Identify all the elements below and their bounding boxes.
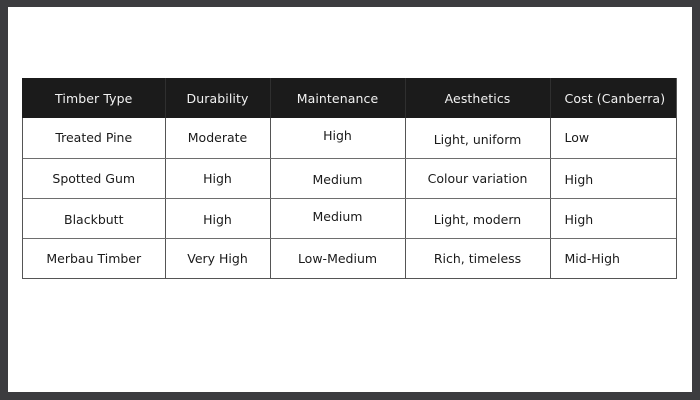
column-header-aesthetics[interactable]: Aesthetics [405,78,551,118]
table-row: Blackbutt High Medium Light, modern High [23,198,676,239]
cell-timber-type: Blackbutt [23,198,166,239]
cell-maintenance: Medium [270,198,406,239]
cell-timber-type: Merbau Timber [23,238,166,278]
document-canvas: Timber Type Durability Maintenance Aesth… [8,7,692,392]
cell-timber-type: Spotted Gum [23,158,166,199]
table-header: Timber Type Durability Maintenance Aesth… [23,78,676,118]
timber-comparison-table: Timber Type Durability Maintenance Aesth… [23,78,676,278]
table-row: Treated Pine Moderate High Light, unifor… [23,118,676,159]
cell-aesthetics: Light, uniform [405,118,551,159]
cell-durability: High [165,158,271,199]
table-body: Treated Pine Moderate High Light, unifor… [23,118,676,278]
cell-maintenance: Medium [270,158,406,199]
table-row: Spotted Gum High Medium Colour variation… [23,158,676,199]
column-header-durability[interactable]: Durability [165,78,271,118]
cell-durability: High [165,198,271,239]
cell-aesthetics: Colour variation [405,158,551,199]
cell-maintenance: Low-Medium [270,238,406,278]
cell-cost: Mid-High [550,238,676,278]
table-header-row: Timber Type Durability Maintenance Aesth… [23,78,676,118]
table-row: Merbau Timber Very High Low-Medium Rich,… [23,238,676,278]
cell-cost: Low [550,118,676,159]
cell-durability: Very High [165,238,271,278]
column-header-maintenance[interactable]: Maintenance [270,78,406,118]
cell-cost: High [550,158,676,199]
column-header-cost[interactable]: Cost (Canberra) [550,78,676,118]
column-header-timber-type[interactable]: Timber Type [23,78,166,118]
cell-aesthetics: Light, modern [405,198,551,239]
cell-timber-type: Treated Pine [23,118,166,159]
cell-cost: High [550,198,676,239]
cell-aesthetics: Rich, timeless [405,238,551,278]
cell-durability: Moderate [165,118,271,159]
cell-maintenance: High [270,118,406,159]
timber-comparison-table-container: Timber Type Durability Maintenance Aesth… [22,78,677,279]
